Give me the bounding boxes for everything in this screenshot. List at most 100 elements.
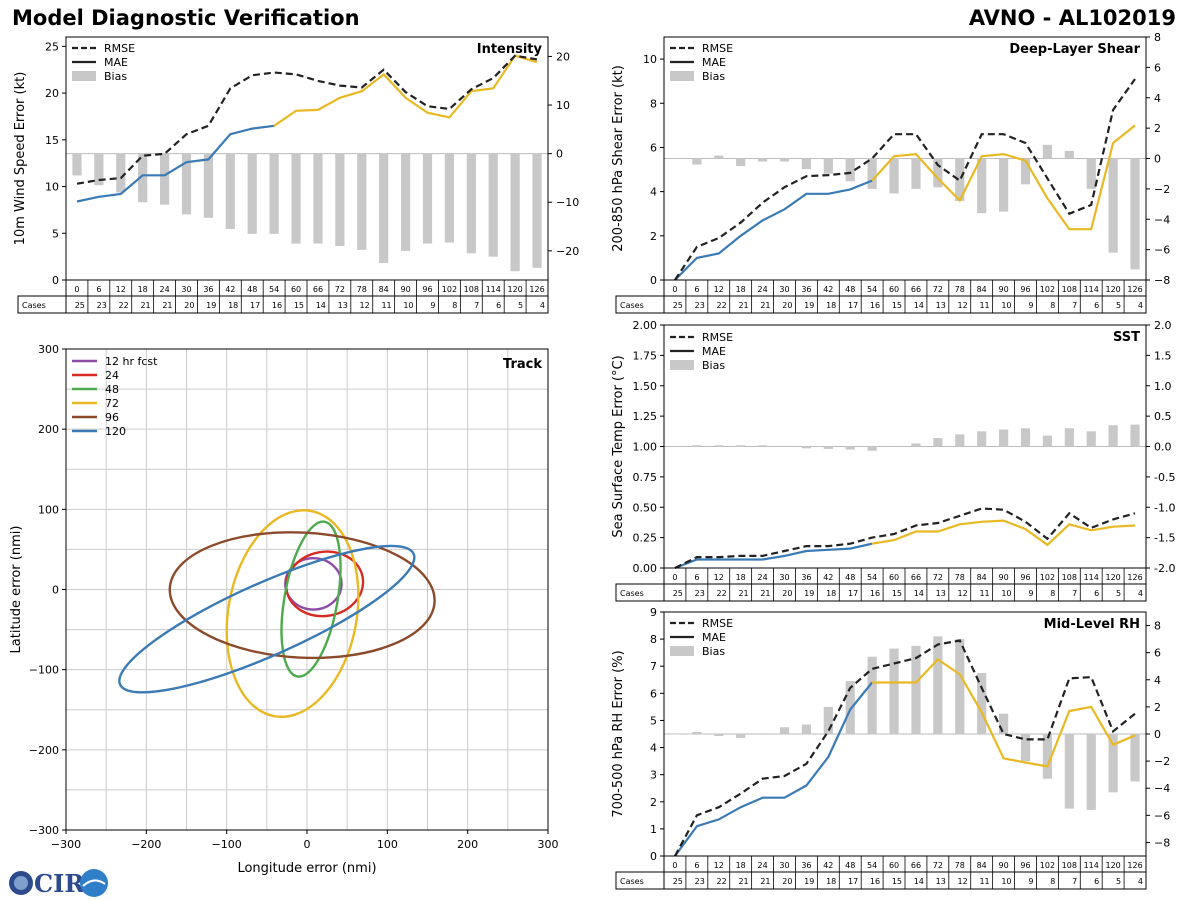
intensity-bias-bar (422, 153, 433, 244)
intensity-bias-bar (379, 153, 389, 263)
sst-hour-label: 90 (998, 573, 1008, 582)
rh-bias-bar (977, 673, 987, 734)
sst-bias-bar (1020, 428, 1031, 447)
rh-case-count: 15 (892, 877, 902, 886)
rh-case-count: 25 (673, 877, 683, 886)
intensity-legend-bias-key (72, 71, 96, 81)
shear-y2tick-label: −4 (1154, 213, 1170, 226)
intensity-case-count: 7 (474, 301, 479, 310)
intensity-case-count: 5 (518, 301, 523, 310)
intensity-case-count: 21 (140, 301, 150, 310)
sst-case-count: 22 (717, 589, 727, 598)
intensity-ytick-label: 20 (45, 87, 59, 100)
shear-hour-label: 102 (1040, 285, 1055, 294)
intensity-hour-label: 18 (138, 285, 148, 294)
sst-hour-label: 18 (736, 573, 746, 582)
intensity-hour-label: 126 (529, 285, 544, 294)
shear-bias-bar (889, 158, 899, 194)
sst-hour-label: 84 (977, 573, 987, 582)
shear-bias-bar (779, 158, 790, 162)
sst-hour-label: 120 (1105, 573, 1120, 582)
shear-ytick-label: 10 (643, 53, 657, 66)
shear-y2tick-label: 6 (1154, 61, 1161, 74)
sst-case-count: 5 (1116, 589, 1121, 598)
shear-bias-bar (714, 155, 724, 159)
track-xtick-label: 100 (377, 838, 398, 851)
rh-legend-label: MAE (702, 631, 726, 644)
sst-hour-label: 126 (1127, 573, 1142, 582)
rh-bias-bar (1130, 734, 1140, 782)
shear-ytick-label: 6 (650, 141, 657, 154)
shear-cases-label: Cases (620, 301, 644, 310)
track-xtick-label: −100 (212, 838, 242, 851)
rh-case-count: 5 (1116, 877, 1121, 886)
shear-case-count: 20 (782, 301, 792, 310)
sst-hour-label: 108 (1062, 573, 1077, 582)
cira-logo: CIRA (9, 869, 108, 898)
intensity-bias-bar (466, 153, 476, 254)
intensity-legend-label: MAE (104, 56, 128, 69)
intensity-bias-bar (94, 153, 104, 186)
sst-hour-label: 6 (694, 573, 699, 582)
intensity-bias-bar (247, 153, 257, 234)
rh-bias-bar (736, 734, 746, 739)
sst-bias-bar (779, 445, 790, 447)
shear-y2tick-label: 2 (1154, 122, 1161, 135)
rh-y2tick-label: 4 (1154, 674, 1161, 687)
intensity-hour-label: 102 (442, 285, 457, 294)
intensity-legend-label: Bias (104, 70, 127, 83)
shear-hour-label: 24 (757, 285, 767, 294)
intensity-bias-bar (532, 153, 542, 268)
intensity-hour-label: 78 (357, 285, 367, 294)
sst-cases-header-cell (615, 583, 665, 602)
sst-y2tick-label: 2.0 (1154, 319, 1172, 332)
sst-hour-label: 12 (714, 573, 724, 582)
track-xtick-label: 300 (538, 838, 559, 851)
shear-bias-bar (845, 158, 855, 182)
rh-case-count: 9 (1028, 877, 1033, 886)
rh-bias-bar (933, 636, 943, 734)
sst-case-count: 6 (1094, 589, 1099, 598)
track-ytick-label: 300 (38, 343, 59, 356)
intensity-y2tick-label: 0 (556, 148, 563, 161)
track-ellipse-48 (280, 520, 342, 678)
page-title: Model Diagnostic Verification (12, 6, 360, 30)
rh-ytick-label: 4 (650, 742, 657, 755)
track-legend-label: 120 (105, 425, 126, 438)
sst-y2tick-label: 1.5 (1154, 349, 1172, 362)
sst-hour-label: 78 (955, 573, 965, 582)
sst-y2tick-label: 1.0 (1154, 380, 1172, 393)
shear-hour-label: 108 (1062, 285, 1077, 294)
sst-case-count: 17 (848, 589, 858, 598)
rh-mae-line-early (674, 681, 873, 857)
rh-case-count: 17 (848, 877, 858, 886)
intensity-case-count: 25 (75, 301, 85, 310)
sst-bias-bar (823, 446, 833, 449)
shear-hour-label: 126 (1127, 285, 1142, 294)
track-xtick-label: 0 (304, 838, 311, 851)
sst-hour-label: 0 (672, 573, 677, 582)
rh-y2tick-label: 6 (1154, 647, 1161, 660)
rh-bias-bar (692, 731, 702, 734)
rh-rmse-line (674, 639, 1136, 857)
rh-case-count: 12 (958, 877, 968, 886)
rh-bias-bar (823, 706, 833, 734)
shear-hour-label: 30 (779, 285, 789, 294)
intensity-case-count: 14 (316, 301, 326, 310)
sst-hour-label: 24 (757, 573, 767, 582)
intensity-bias-bar (203, 153, 214, 218)
shear-legend-bias-key (670, 71, 694, 81)
shear-panel-title: Deep-Layer Shear (1009, 42, 1140, 57)
shear-case-count: 17 (848, 301, 858, 310)
sst-hour-label: 60 (889, 573, 899, 582)
intensity-rmse-line (76, 54, 538, 185)
intensity-hour-label: 54 (269, 285, 279, 294)
rh-y2tick-label: 0 (1154, 728, 1161, 741)
shear-hour-label: 66 (911, 285, 921, 294)
shear-bias-bar (1130, 158, 1140, 270)
rh-mae-line-late (872, 657, 1136, 768)
shear-case-count: 7 (1072, 301, 1077, 310)
rh-case-count: 21 (738, 877, 748, 886)
intensity-hour-label: 0 (74, 285, 79, 294)
shear-bias-bar (998, 158, 1009, 212)
